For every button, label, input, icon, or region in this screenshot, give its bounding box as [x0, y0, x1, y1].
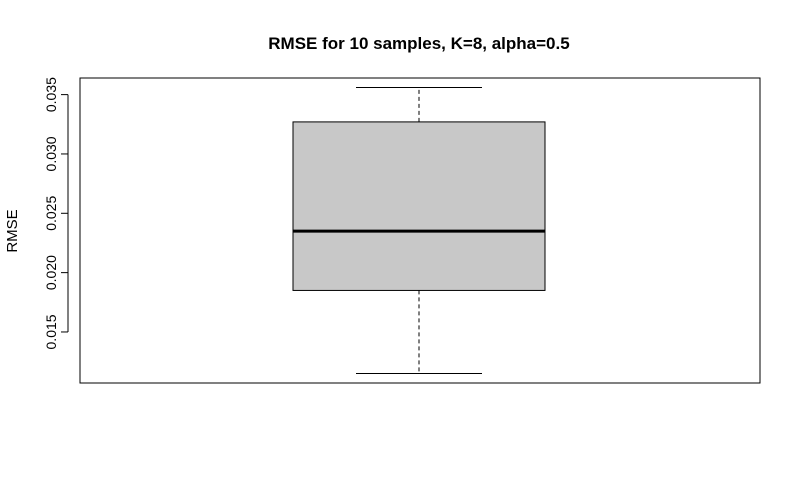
box-plot — [292, 86, 546, 375]
y-tick-label: 0.030 — [43, 136, 59, 171]
iqr-box — [292, 121, 546, 291]
y-tick-label: 0.035 — [43, 77, 59, 112]
y-axis: 0.015 0.020 0.025 0.030 0.035 — [43, 77, 69, 349]
y-tick-label: 0.015 — [43, 314, 59, 349]
chart-title: RMSE for 10 samples, K=8, alpha=0.5 — [268, 34, 569, 53]
y-tick-label: 0.020 — [43, 255, 59, 290]
plot-frame — [79, 77, 761, 384]
y-axis-label: RMSE — [4, 209, 21, 252]
y-tick-label: 0.025 — [43, 196, 59, 231]
